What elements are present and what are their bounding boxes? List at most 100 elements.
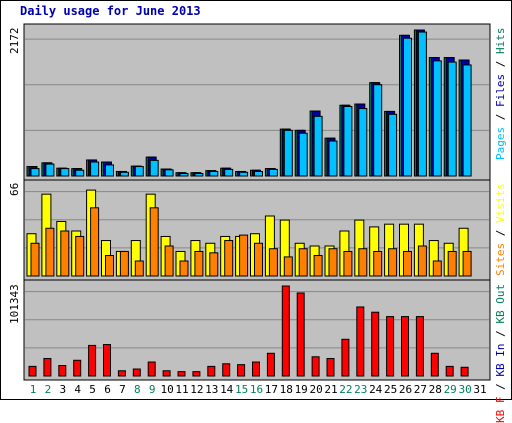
sites-bar (45, 227, 55, 277)
sites-bar-body (179, 260, 189, 277)
legend-entry: / (494, 323, 507, 344)
panel-kb (23, 279, 491, 381)
kbf-bar (460, 366, 469, 377)
x-tick-label: 4 (74, 383, 81, 396)
pages-bar-body (90, 161, 100, 177)
kbf-bar-body (445, 365, 454, 377)
kbf-bar-body (266, 352, 275, 377)
sites-bar-body (149, 207, 159, 277)
sites-bar (90, 207, 100, 277)
pages-bar (60, 168, 70, 177)
kbf-bar-body (177, 371, 186, 377)
x-tick-label: 28 (429, 383, 442, 396)
x-tick-label: 30 (458, 383, 471, 396)
x-tick-label: 16 (250, 383, 263, 396)
kbf-bar-body (103, 344, 111, 377)
kbf-bar-body (88, 344, 97, 377)
kbf-bar-body (341, 338, 350, 377)
kbf-bar-body (415, 316, 424, 377)
x-tick-label: 22 (339, 383, 352, 396)
kbf-bar-body (401, 316, 409, 377)
sites-bar-body (403, 250, 412, 277)
sites-bar-body (417, 245, 427, 277)
kbf-bar (162, 370, 171, 377)
pages-bar-body (30, 168, 40, 177)
legend-entry: / (494, 54, 507, 74)
kbf-bar (192, 371, 201, 377)
pages-bar-body (105, 164, 114, 177)
x-tick-label: 27 (414, 383, 427, 396)
pages-bar-body (432, 60, 442, 177)
pages-bar (447, 61, 457, 177)
x-tick-label: 25 (384, 383, 397, 396)
pages-bar-body (149, 159, 159, 177)
kbf-bar (445, 365, 454, 377)
pages-bar (373, 84, 383, 177)
sites-bar (283, 256, 293, 277)
kbf-bar (132, 368, 141, 377)
kbf-bar-body (132, 368, 141, 377)
sites-bar (358, 248, 368, 277)
pages-bar-body (268, 168, 278, 177)
x-tick-label: 20 (309, 383, 322, 396)
pages-bar (224, 168, 234, 177)
sites-bar (328, 248, 338, 277)
pages-bar (268, 168, 278, 177)
panel-legend: Sites / Visits (494, 184, 507, 277)
sites-bar-body (75, 235, 85, 277)
kbf-bar (296, 292, 305, 377)
pages-bar (313, 115, 323, 177)
kbf-bar-body (371, 311, 380, 377)
sites-bar-body (388, 248, 398, 277)
kbf-bar (147, 361, 156, 377)
legend-entry: KB Out (494, 283, 507, 324)
kbf-bar-body (311, 356, 320, 377)
pages-bar-body (254, 170, 263, 177)
sites-bar (462, 250, 472, 277)
kbf-bar-body (460, 366, 469, 377)
sites-bar (298, 248, 308, 277)
sites-bar-body (432, 260, 442, 277)
pages-bar-body (75, 169, 85, 177)
sites-bar (30, 242, 40, 277)
kbf-bar-body (162, 370, 171, 377)
kbf-bar-body (28, 365, 37, 377)
kbf-bar-body (430, 352, 439, 377)
legend-entry: Pages (494, 126, 507, 160)
sites-bar (149, 207, 159, 277)
pages-bar (283, 129, 293, 177)
x-tick-label: 29 (444, 383, 457, 396)
pages-bar (462, 64, 472, 177)
sites-bar (403, 250, 412, 277)
kbf-bar (237, 364, 246, 377)
x-tick-label: 8 (134, 383, 141, 396)
legend-entry: / (494, 376, 507, 397)
pages-bar (119, 171, 129, 177)
pages-bar-body (224, 168, 234, 177)
x-tick-label: 17 (265, 383, 278, 396)
y-max-label: 101343 (8, 284, 21, 324)
sites-bar-body (343, 250, 353, 277)
pages-bar-body (164, 169, 174, 177)
pages-bar-body (447, 61, 457, 177)
pages-bar (358, 108, 368, 177)
sites-bar (373, 250, 383, 277)
sites-bar (194, 250, 204, 277)
sites-bar-body (60, 230, 70, 277)
pages-bar (149, 159, 159, 177)
sites-bar-body (254, 242, 263, 277)
legend-entry: Visits (494, 183, 507, 224)
sites-bar (164, 245, 174, 277)
pages-bar-body (209, 170, 219, 177)
kbf-bar (356, 306, 365, 377)
sites-bar (60, 230, 70, 277)
legend-entry: / (494, 107, 507, 127)
pages-bar (45, 163, 55, 177)
x-tick-label: 18 (280, 383, 293, 396)
sites-bar-body (283, 256, 293, 277)
pages-bar-body (328, 140, 338, 177)
pages-bar-body (45, 163, 55, 177)
sites-bar-body (30, 242, 40, 277)
pages-bar (90, 161, 100, 177)
sites-bar (447, 250, 457, 277)
